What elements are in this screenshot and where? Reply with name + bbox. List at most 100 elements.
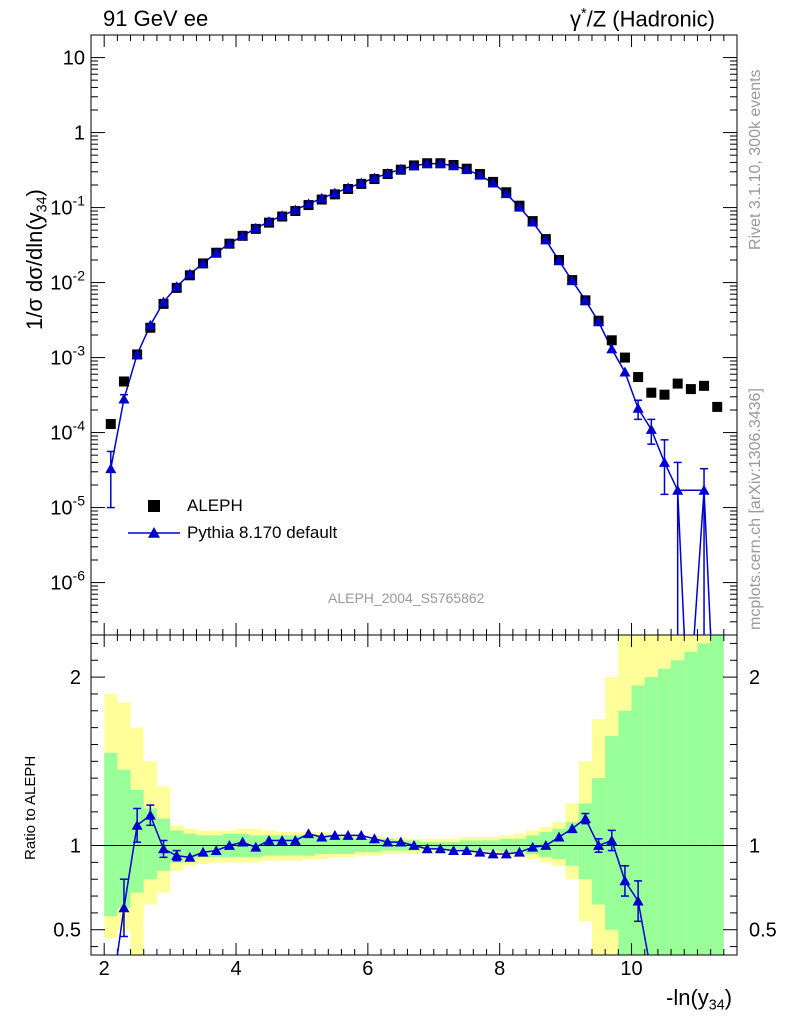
mc-point	[434, 158, 446, 169]
mc-point	[645, 423, 657, 434]
mc-point	[105, 463, 117, 474]
ratio-inner-band-bin	[631, 685, 645, 955]
ratio-y-tick-label: 2	[749, 667, 760, 689]
mc-point	[316, 192, 328, 203]
mc-point	[197, 257, 209, 268]
y-tick-label: 1	[74, 123, 85, 145]
ratio-point	[382, 836, 394, 847]
ratio-point	[513, 846, 525, 857]
ratio-inner-band-bin	[552, 828, 566, 859]
mc-point	[355, 177, 367, 188]
mc-point	[263, 216, 275, 227]
ratio-inner-band-bin	[143, 808, 157, 880]
mc-point	[131, 348, 143, 359]
ratio-point	[329, 829, 341, 840]
mc-point	[619, 366, 631, 377]
aleph-data-point	[659, 389, 670, 400]
aleph-data-point	[646, 387, 657, 398]
ratio-inner-band-bin	[657, 668, 672, 955]
ratio-point	[223, 840, 235, 850]
tick-labels: 2 4 6 8 10 10-6 10-5 10-4 10-3 10-2 10-1 1 10 0.5 0.5 1…	[50, 48, 777, 980]
ratio-point	[619, 875, 631, 886]
ratio-point	[579, 813, 591, 823]
mc-curve	[110, 162, 705, 492]
mc-point	[698, 484, 710, 495]
mc-point	[487, 177, 499, 188]
y-tick-label: 10-3	[50, 343, 85, 370]
ratio-point	[276, 834, 288, 845]
ratio-point	[303, 828, 315, 839]
mc-point	[368, 172, 380, 183]
ratio-point	[434, 843, 446, 854]
rivet-version-label: Rivet 3.1.10, 300k events	[747, 69, 764, 250]
mc-point	[593, 316, 605, 327]
mc-point	[303, 198, 315, 209]
mc-curve-drop	[703, 490, 712, 636]
ratio-point	[263, 834, 275, 845]
ratio-point	[408, 840, 420, 850]
mc-point	[553, 255, 565, 266]
y-tick-label: 10-5	[50, 493, 85, 520]
ratio-point	[197, 846, 209, 857]
ratio-inner-band-bin	[710, 635, 724, 955]
mc-point	[566, 275, 578, 286]
mc-point	[672, 484, 684, 495]
mc-point	[632, 402, 644, 413]
mc-point	[606, 343, 618, 354]
ratio-point	[421, 843, 433, 854]
x-tick-label: 6	[362, 958, 373, 980]
process-title: γ*/Z (Hadronic)	[570, 6, 715, 32]
legend-data-marker	[148, 500, 160, 512]
mc-point	[527, 216, 539, 227]
ratio-point	[342, 829, 354, 840]
aleph-data-point	[619, 352, 630, 363]
ratio-y-tick-label: 0.5	[53, 920, 81, 942]
mc-point	[342, 182, 354, 193]
ratio-point	[368, 833, 380, 844]
ratio-y-tick-label: 1	[70, 836, 81, 858]
mc-point	[579, 294, 591, 305]
ratio-inner-band-bin	[618, 710, 632, 955]
mc-point	[500, 188, 512, 199]
aleph-data-point	[118, 376, 129, 387]
aleph-data-point	[606, 335, 617, 346]
ratio-point	[540, 840, 552, 850]
ratio-point	[606, 834, 618, 845]
aleph-data-point	[712, 401, 723, 412]
ratio-point	[553, 831, 565, 842]
ratio-y-tick-label: 2	[70, 667, 81, 689]
mc-point	[513, 201, 525, 212]
ratio-point	[632, 895, 644, 906]
ratio-y-axis-label: Ratio to ALEPH	[22, 755, 39, 860]
x-tick-label: 8	[494, 958, 505, 980]
main-y-axis-label: 1/σ dσ/dln(y34)	[22, 189, 51, 330]
ratio-point	[171, 850, 183, 861]
ratio-point	[144, 809, 156, 820]
mc-point	[158, 296, 170, 307]
mc-point	[184, 268, 196, 279]
mc-point	[276, 210, 288, 221]
ratio-inner-band-bin	[671, 660, 685, 955]
aleph-data-point	[633, 372, 644, 383]
mc-point	[448, 160, 460, 171]
analysis-id-label: ALEPH_2004_S5765862	[328, 590, 485, 606]
ratio-point	[487, 848, 499, 859]
ratio-point	[461, 845, 473, 855]
ratio-uncertainty-bands	[104, 635, 724, 955]
mc-point	[171, 281, 183, 292]
mc-point	[461, 164, 473, 175]
ratio-point	[237, 836, 249, 847]
ratio-point	[210, 845, 222, 855]
mc-point	[395, 163, 407, 174]
ratio-point	[395, 836, 407, 847]
mc-point	[421, 158, 433, 169]
ratio-point	[131, 819, 143, 830]
aleph-data-point	[685, 384, 696, 395]
ratio-y-tick-label: 0.5	[749, 920, 777, 942]
ratio-point	[566, 823, 578, 834]
ratio-inner-band-bin	[684, 651, 698, 955]
mc-point	[250, 222, 262, 233]
x-tick-label: 10	[620, 958, 642, 980]
ratio-point	[474, 846, 486, 857]
